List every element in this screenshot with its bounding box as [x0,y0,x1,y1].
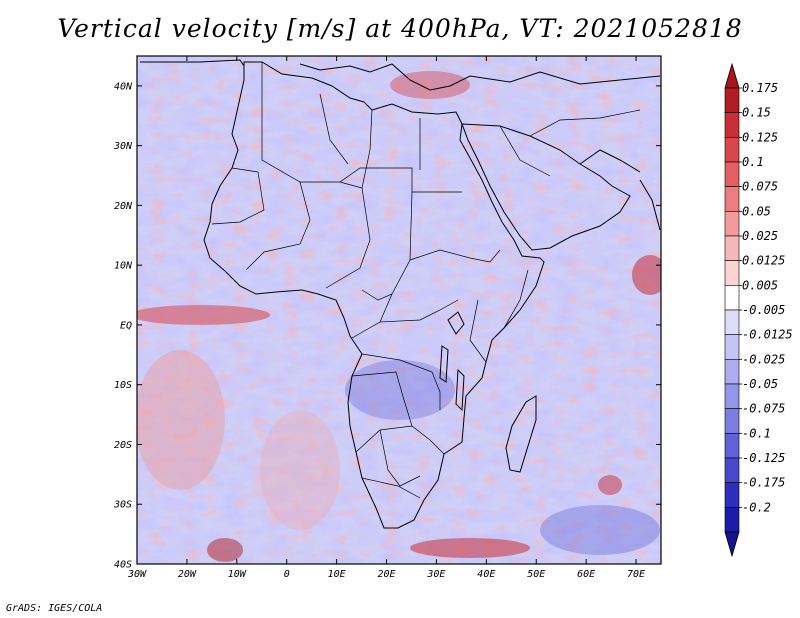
lat-label: 10S [114,380,132,391]
colorbar-label: 0.15 [742,106,771,120]
colorbar-swatch [724,285,740,311]
colorbar-swatch [724,457,740,483]
colorbar-swatch [724,260,740,286]
footer-credit: GrADS: IGES/COLA [6,603,103,614]
lat-label: 30N [113,141,133,152]
colorbar-swatch [724,359,740,385]
colorbar-label: -0.075 [742,402,785,416]
lat-label: 40S [114,560,132,571]
coastlines [140,59,661,529]
colorbar-label: -0.125 [742,451,785,465]
lat-label: 20S [114,440,132,451]
map-title: Vertical velocity [m/s] at 400hPa, VT: 2… [57,14,743,43]
lon-label: 30E [426,569,445,580]
colorbar-label: 0.05 [742,204,771,218]
longitude-axis: 30W 20W 10W 0 10E 20E 30E 40E 50E 60E 70E [127,56,645,580]
colorbar-label: -0.175 [742,476,785,490]
colorbar-label: -0.025 [742,352,785,366]
lat-label: 40N [114,81,133,92]
lat-label: 10N [114,261,133,272]
lon-label: 0 [284,569,290,580]
colorbar-swatch [724,112,740,138]
colorbar-label: 0.005 [742,278,778,292]
lat-label: 20N [114,201,133,212]
country-borders [211,62,641,499]
colorbar-swatch [724,482,740,508]
lat-label: EQ [120,320,132,331]
lon-label: 30W [127,569,147,580]
lon-label: 20W [178,569,197,580]
plot-frame [136,55,662,565]
colorbar-swatch [724,235,740,261]
colorbar-swatch [724,507,740,533]
colorbar-swatch [724,309,740,335]
colorbar-label: 0.0125 [742,254,785,268]
lon-label: 40E [477,569,495,580]
colorbar-swatch [724,161,740,187]
colorbar-swatch [724,137,740,163]
velocity-field [137,56,661,564]
colorbar-label: -0.2 [742,500,771,514]
colorbar-swatch [724,87,740,113]
colorbar-label: 0.075 [742,180,778,194]
colorbar-swatch [724,334,740,360]
colorbar-swatch [724,211,740,237]
colorbar-label: 0.1 [742,155,764,169]
colorbar-label: 0.125 [742,130,778,144]
lon-label: 70E [627,569,645,580]
lon-label: 60E [577,569,595,580]
colorbar-top-arrow [724,62,740,89]
lat-label: 30S [113,500,132,511]
lon-label: 10E [328,569,346,580]
colorbar-bottom-arrow [724,531,740,558]
colorbar: 0.175 0.15 0.125 0.1 0.075 0.05 0.025 0.0125 0.0… [724,62,793,558]
latitude-axis: 40N 30N 20N 10N EQ 10S 20S 30S 40S [113,81,661,571]
lon-label: 50E [527,569,545,580]
colorbar-label: 0.025 [742,229,778,243]
colorbar-swatch [724,408,740,434]
colorbar-label: -0.0125 [742,328,793,342]
colorbar-label: -0.05 [742,377,778,391]
colorbar-label: -0.005 [742,303,785,317]
colorbar-swatch [724,433,740,459]
colorbar-swatch [724,383,740,409]
colorbar-swatch [724,186,740,212]
colorbar-label: 0.175 [742,81,778,95]
colorbar-label: -0.1 [742,426,771,440]
lon-label: 20E [377,569,395,580]
lon-label: 10W [228,569,247,580]
